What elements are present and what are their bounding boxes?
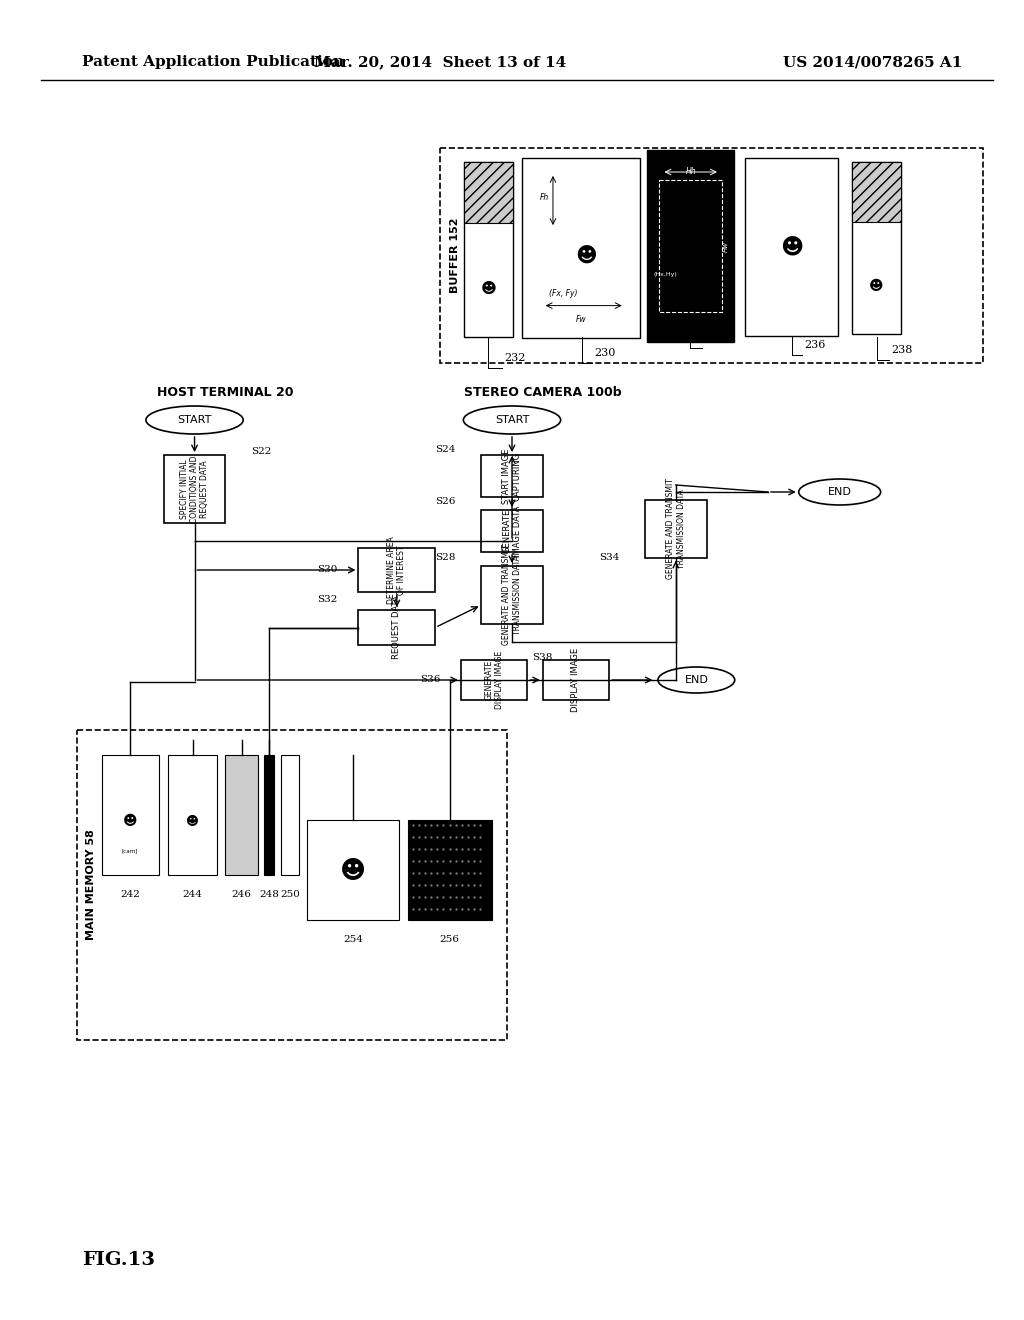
Text: Mar. 20, 2014  Sheet 13 of 14: Mar. 20, 2014 Sheet 13 of 14 bbox=[314, 55, 566, 69]
Text: Fw: Fw bbox=[575, 315, 587, 325]
Text: Hw: Hw bbox=[723, 240, 729, 252]
Bar bbox=[543, 660, 609, 700]
Bar bbox=[358, 548, 435, 591]
Bar bbox=[481, 510, 543, 552]
Bar bbox=[307, 820, 399, 920]
Text: ☻: ☻ bbox=[480, 281, 497, 296]
Text: S26: S26 bbox=[435, 498, 456, 507]
Bar bbox=[481, 566, 543, 624]
Bar bbox=[102, 755, 159, 875]
Bar bbox=[461, 660, 527, 700]
Bar bbox=[408, 820, 492, 920]
Text: SPECIFY INITIAL
CONDITIONS AND
REQUEST DATA: SPECIFY INITIAL CONDITIONS AND REQUEST D… bbox=[179, 455, 210, 523]
Bar bbox=[745, 158, 838, 337]
Text: GENERATE
DISPLAY IMAGE: GENERATE DISPLAY IMAGE bbox=[484, 651, 504, 709]
Text: MAIN MEMORY 58: MAIN MEMORY 58 bbox=[86, 829, 96, 940]
Bar bbox=[645, 500, 707, 558]
Text: GENERATE AND TRANSMIT
TRANSMISSION DATA: GENERATE AND TRANSMIT TRANSMISSION DATA bbox=[503, 545, 521, 645]
Text: Patent Application Publication: Patent Application Publication bbox=[82, 55, 344, 69]
Text: ☻: ☻ bbox=[186, 814, 199, 828]
Bar bbox=[852, 162, 901, 334]
Text: (Fx, Fy): (Fx, Fy) bbox=[549, 289, 578, 297]
Text: DETERMINE AREA
OF INTEREST: DETERMINE AREA OF INTEREST bbox=[387, 536, 407, 603]
Bar bbox=[358, 610, 435, 645]
Text: ☻: ☻ bbox=[575, 247, 597, 267]
Text: Fh: Fh bbox=[540, 194, 550, 202]
Ellipse shape bbox=[658, 667, 735, 693]
Bar bbox=[225, 755, 258, 875]
Text: 234: 234 bbox=[705, 333, 726, 343]
Bar bbox=[464, 162, 513, 223]
Text: S36: S36 bbox=[420, 676, 440, 685]
Ellipse shape bbox=[799, 479, 881, 506]
Text: 250: 250 bbox=[280, 890, 300, 899]
Text: (Hx,Hy): (Hx,Hy) bbox=[653, 272, 678, 277]
Text: ☻: ☻ bbox=[869, 279, 884, 293]
Text: END: END bbox=[827, 487, 852, 498]
Text: DISPLAY IMAGE: DISPLAY IMAGE bbox=[571, 648, 581, 711]
Text: 248: 248 bbox=[259, 890, 280, 899]
Bar bbox=[168, 755, 217, 875]
Text: REQUEST DATA: REQUEST DATA bbox=[392, 595, 401, 659]
Text: S38: S38 bbox=[532, 652, 553, 661]
Bar bbox=[281, 755, 299, 875]
Bar bbox=[481, 455, 543, 498]
Bar bbox=[164, 455, 225, 523]
Bar bbox=[464, 162, 513, 337]
Text: 232: 232 bbox=[504, 352, 525, 363]
Text: [cam]: [cam] bbox=[122, 849, 138, 854]
Text: ☻: ☻ bbox=[780, 238, 803, 257]
Text: 256: 256 bbox=[439, 935, 460, 944]
Text: S34: S34 bbox=[599, 553, 620, 562]
Text: 254: 254 bbox=[343, 935, 364, 944]
Text: S24: S24 bbox=[435, 446, 456, 454]
Bar bbox=[77, 730, 507, 1040]
Bar bbox=[264, 755, 274, 875]
Text: START: START bbox=[495, 414, 529, 425]
Text: Hh: Hh bbox=[685, 168, 696, 177]
Text: 244: 244 bbox=[182, 890, 203, 899]
Text: S30: S30 bbox=[317, 565, 338, 574]
Text: 246: 246 bbox=[231, 890, 252, 899]
Text: FIG.13: FIG.13 bbox=[82, 1251, 155, 1269]
Text: END: END bbox=[684, 675, 709, 685]
Ellipse shape bbox=[146, 407, 244, 434]
Text: 242: 242 bbox=[120, 890, 140, 899]
Text: GENERATE AND TRANSMIT
TRANSMISSION DATA: GENERATE AND TRANSMIT TRANSMISSION DATA bbox=[667, 479, 685, 579]
Text: 238: 238 bbox=[891, 345, 912, 355]
Text: S28: S28 bbox=[435, 553, 456, 562]
Text: GENERATE
IMAGE DATA: GENERATE IMAGE DATA bbox=[503, 506, 521, 557]
Text: S22: S22 bbox=[251, 447, 271, 457]
Text: 230: 230 bbox=[594, 348, 615, 358]
Bar bbox=[852, 162, 901, 222]
Text: START: START bbox=[177, 414, 212, 425]
Text: 236: 236 bbox=[804, 341, 825, 350]
Text: HOST TERMINAL 20: HOST TERMINAL 20 bbox=[157, 387, 294, 400]
Bar bbox=[647, 150, 734, 342]
Text: S32: S32 bbox=[317, 595, 338, 605]
Text: START IMAGE
CAPTURING: START IMAGE CAPTURING bbox=[503, 449, 521, 504]
Text: US 2014/0078265 A1: US 2014/0078265 A1 bbox=[783, 55, 963, 69]
Bar bbox=[522, 158, 640, 338]
Ellipse shape bbox=[463, 407, 561, 434]
Text: ☻: ☻ bbox=[123, 814, 137, 828]
Bar bbox=[440, 148, 983, 363]
Text: ☻: ☻ bbox=[340, 858, 367, 882]
Bar bbox=[659, 180, 722, 312]
Text: BUFFER 152: BUFFER 152 bbox=[450, 218, 460, 293]
Text: STEREO CAMERA 100b: STEREO CAMERA 100b bbox=[464, 387, 622, 400]
